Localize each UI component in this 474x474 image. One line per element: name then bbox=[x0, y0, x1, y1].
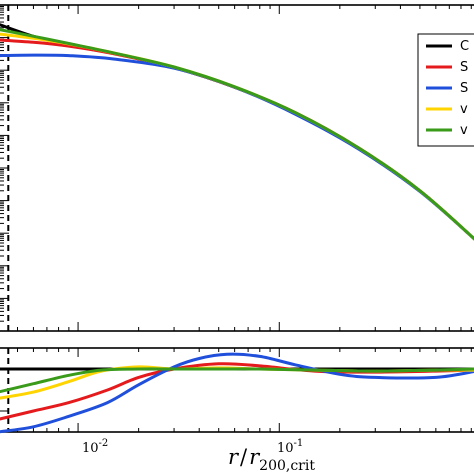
residual-panel-frame bbox=[0, 347, 474, 433]
residual-series-line-2 bbox=[0, 352, 474, 434]
residual-series-group bbox=[0, 352, 474, 434]
residual-series-line-4 bbox=[0, 367, 474, 394]
main-series-line-1 bbox=[0, 38, 474, 241]
legend-label-1: S bbox=[460, 60, 468, 75]
main-series-line-3 bbox=[0, 32, 474, 241]
x-axis-title: r/r200,crit bbox=[228, 445, 315, 474]
x-tick-exp-1: -1 bbox=[294, 438, 304, 449]
legend-label-2: S bbox=[460, 81, 468, 96]
legend-box bbox=[417, 33, 474, 147]
legend-label-4: v bbox=[460, 123, 468, 138]
legend-label-3: v bbox=[460, 102, 468, 117]
x-ticks bbox=[16, 5, 472, 432]
legend-label-0: C bbox=[460, 39, 469, 54]
main-series-line-2 bbox=[0, 53, 474, 241]
main-series-line-4 bbox=[0, 28, 474, 241]
x-tick-label-1: 10-1 bbox=[277, 438, 303, 456]
x-tick-exp-0: -2 bbox=[99, 438, 109, 449]
x-tick-label-0: 10-2 bbox=[82, 438, 108, 456]
main-series-group bbox=[0, 23, 474, 241]
main-panel-frame bbox=[0, 4, 474, 332]
